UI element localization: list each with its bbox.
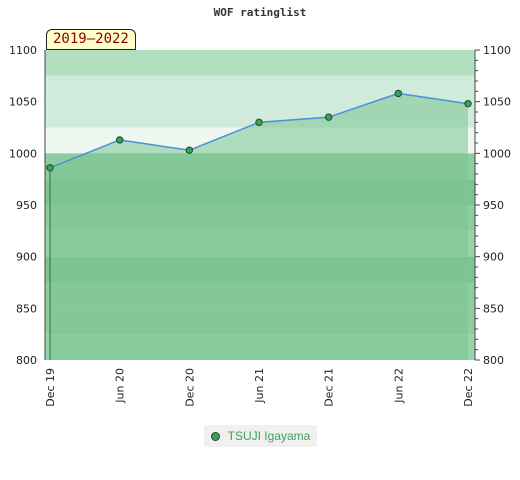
- x-tick-label: Dec 19: [44, 368, 57, 407]
- period-badge: 2019–2022: [46, 29, 136, 50]
- y-tick-label-left: 900: [16, 251, 37, 264]
- data-point: [464, 100, 472, 108]
- y-tick-label-right: 1100: [483, 44, 511, 57]
- data-point: [255, 118, 263, 127]
- y-tick-label-left: 1100: [9, 44, 37, 57]
- data-point: [46, 164, 54, 172]
- y-tick-label-right: 800: [483, 354, 504, 367]
- data-point: [115, 136, 124, 144]
- y-tick-label-left: 1050: [9, 96, 37, 109]
- data-point: [324, 113, 333, 121]
- x-tick-label: Jun 22: [392, 368, 405, 404]
- x-tick-label: Jun 21: [253, 368, 266, 404]
- y-tick-label-left: 1000: [9, 147, 37, 160]
- legend-label: TSUJI Igayama: [227, 429, 311, 443]
- legend[interactable]: TSUJI Igayama: [204, 425, 317, 447]
- x-tick-label: Dec 21: [323, 368, 336, 407]
- y-tick-label-left: 850: [16, 302, 37, 315]
- y-tick-label-right: 1000: [483, 147, 511, 160]
- y-tick-label-right: 950: [483, 199, 504, 212]
- y-tick-label-left: 800: [16, 354, 37, 367]
- x-tick-label: Dec 22: [462, 368, 475, 407]
- x-tick-label: Dec 20: [183, 368, 196, 407]
- series-area: [50, 93, 468, 361]
- x-tick-label: Jun 20: [114, 368, 127, 404]
- y-tick-label-right: 900: [483, 251, 504, 264]
- y-tick-label-left: 950: [16, 199, 37, 212]
- data-point: [185, 146, 194, 154]
- y-tick-label-right: 1050: [483, 96, 511, 109]
- legend-marker-icon: [210, 431, 220, 441]
- data-point: [394, 89, 403, 98]
- y-tick-label-right: 850: [483, 302, 504, 315]
- chart-title: WOF ratinglist: [213, 6, 307, 19]
- background-band: [45, 50, 475, 76]
